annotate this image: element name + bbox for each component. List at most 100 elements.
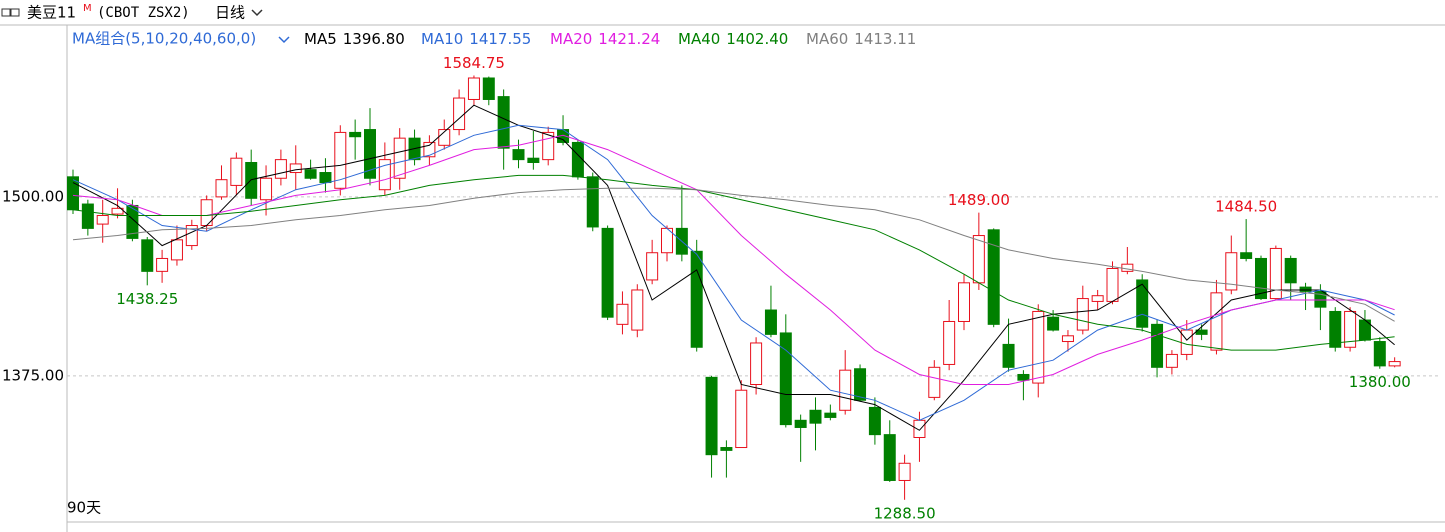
candle-body (1329, 310, 1342, 348)
extreme-label: 1584.75 (443, 54, 505, 72)
legend-entry: MA40 1402.40 (678, 30, 788, 48)
candle-body (720, 447, 733, 451)
candle-body (527, 157, 540, 163)
period[interactable]: 日线 (215, 4, 245, 22)
legend-name: MA40 (678, 30, 720, 48)
legend-value: 1402.40 (726, 30, 788, 48)
candle-body (1106, 267, 1119, 302)
legend-entry: MA20 1421.24 (550, 30, 660, 48)
indicator-label[interactable]: MA组合(5,10,20,40,60,0) (72, 30, 256, 48)
ma-line (72, 104, 1395, 431)
candle-body (96, 214, 109, 225)
legend-name: MA20 (550, 30, 592, 48)
candle-body (393, 137, 406, 179)
candle-body (170, 239, 183, 261)
candle-body (972, 235, 985, 284)
candle-body (854, 368, 867, 401)
legend-entry: MA5 1396.80 (304, 30, 405, 48)
ma-line (72, 134, 1395, 385)
candle-body (67, 176, 79, 211)
candle-body (1284, 257, 1297, 284)
candle-body (1165, 353, 1178, 368)
y-tick-label: 1500.00 (2, 187, 64, 205)
candle-body (1121, 263, 1134, 272)
candle-body (735, 389, 748, 449)
candle-body (334, 131, 347, 189)
candle-body (1002, 343, 1015, 368)
candle-body (1151, 323, 1164, 368)
candle-body (141, 239, 154, 272)
legend-value: 1417.55 (469, 30, 531, 48)
candle-body (1240, 252, 1253, 259)
extreme-label: 1438.25 (116, 290, 178, 308)
candle-body (1061, 335, 1074, 343)
ma-line (72, 124, 1395, 421)
candle-body (779, 332, 792, 426)
extreme-label: 1380.00 (1349, 373, 1411, 391)
candle-body (1225, 252, 1238, 291)
candle-body (646, 252, 659, 281)
legend-name: MA60 (806, 30, 848, 48)
code: (CBOT ZSX2) (97, 5, 190, 21)
candle-body (260, 177, 273, 201)
candle-body (289, 163, 302, 174)
indicator-chevron[interactable] (278, 36, 290, 44)
days-label: 90天 (67, 499, 101, 517)
candle-body (185, 225, 198, 247)
candle-body (690, 250, 703, 348)
period-chevron[interactable] (251, 9, 263, 17)
candle-body (1269, 247, 1282, 300)
candle-body (512, 149, 525, 161)
candle-body (1091, 295, 1104, 302)
extreme-label: 1288.50 (874, 504, 936, 522)
candle-body (111, 207, 124, 215)
candle-body (81, 203, 94, 229)
candle-body (1076, 298, 1089, 331)
candle-body (453, 97, 466, 131)
candle-body (156, 257, 169, 272)
candle-body (898, 462, 911, 481)
candle-body (1180, 329, 1193, 355)
candle-body (987, 229, 1000, 325)
candle-body (750, 342, 763, 386)
candle-body (705, 376, 718, 456)
legend-name: MA10 (421, 30, 463, 48)
candle-body (913, 419, 926, 438)
candle-body (631, 289, 644, 331)
candle-body (571, 141, 584, 178)
legend-entry: MA60 1413.11 (806, 30, 916, 48)
extreme-label: 1484.50 (1215, 198, 1277, 216)
candle-body (215, 179, 228, 198)
extreme-label: 1489.00 (948, 191, 1010, 209)
symbol-mark: M (83, 3, 92, 14)
toolbar-icon (1, 8, 20, 17)
candle-body (1314, 290, 1327, 308)
candle-body (1373, 341, 1386, 367)
candle-body (1047, 316, 1060, 331)
candle-body (1299, 286, 1312, 292)
candle-body (928, 366, 941, 398)
symbol[interactable]: 美豆11 (27, 4, 76, 22)
candle-body (839, 369, 852, 411)
candle-body (868, 406, 881, 436)
candle-body (349, 131, 362, 138)
candle-body (423, 141, 436, 158)
candle-body (1017, 373, 1030, 381)
candle-body (958, 282, 970, 322)
candle-body (1255, 257, 1267, 300)
candle-body (542, 131, 555, 161)
candle-body (1210, 292, 1223, 351)
candle-body (364, 129, 376, 179)
candle-body (943, 320, 956, 365)
legend-value: 1413.11 (854, 30, 916, 48)
legend-name: MA5 (304, 30, 337, 48)
candle-body (304, 169, 317, 179)
candle-body (274, 159, 287, 179)
candle-body (497, 96, 510, 149)
candle-body (616, 303, 629, 325)
candle-body (1344, 310, 1357, 348)
candle-body (482, 77, 495, 100)
legend-value: 1421.24 (598, 30, 660, 48)
ma-line (72, 187, 1395, 322)
